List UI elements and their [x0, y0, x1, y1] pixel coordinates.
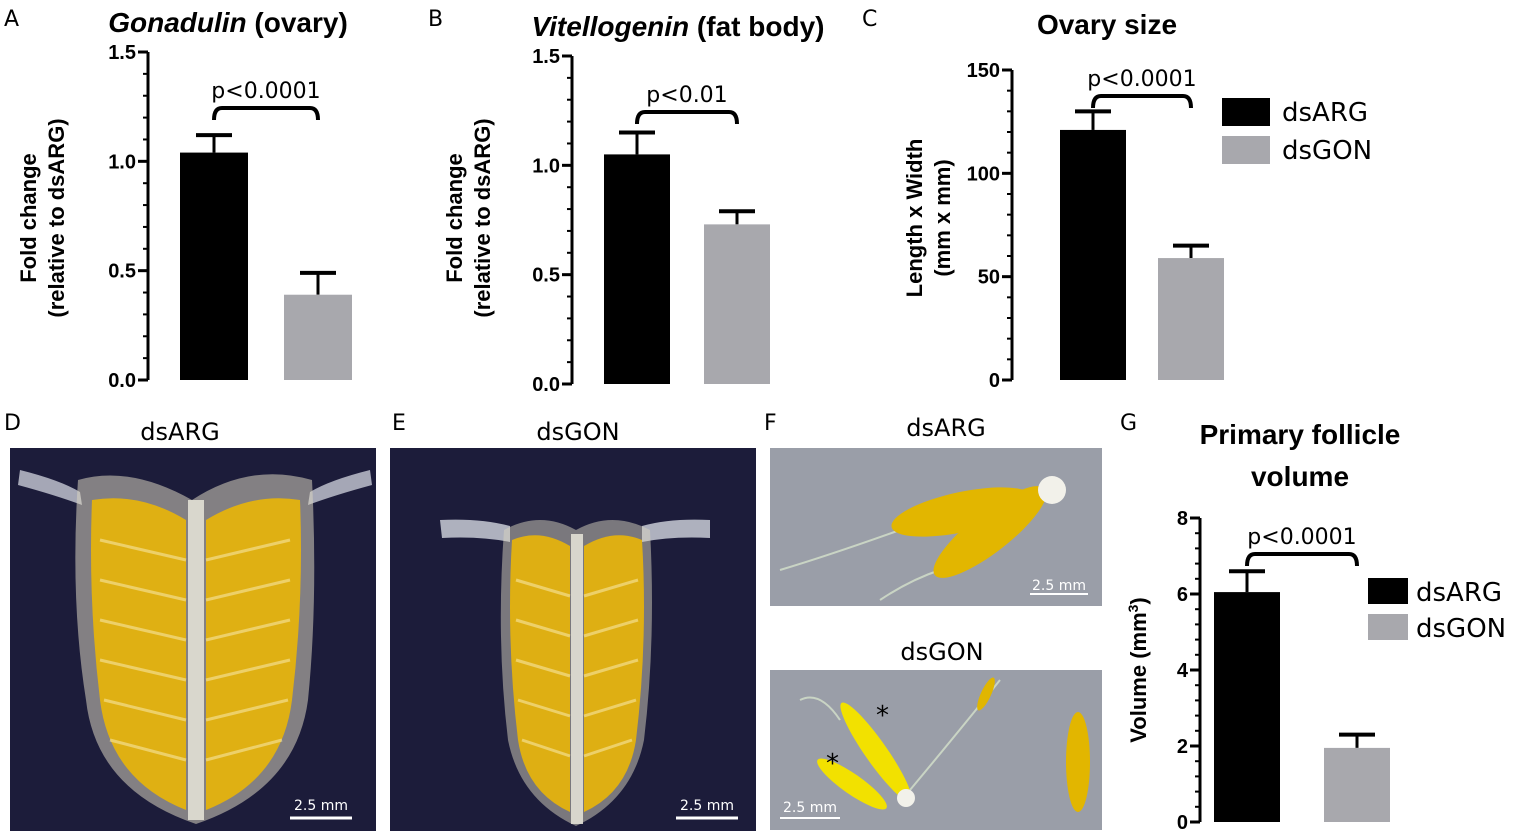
legend-c-label-dsgon: dsGON [1282, 136, 1372, 166]
chart-b-plot: 0.0 0.5 1.0 1.5 p<0.01 [532, 46, 770, 396]
chart-a-title-italic: Gonadulin [108, 7, 246, 38]
chart-c-ytick-label: 150 [967, 60, 1000, 82]
chart-a-ylabel-2: (relative to dsARG) [44, 118, 69, 317]
chart-g-bar-dsarg [1214, 592, 1280, 822]
legend-g-swatch-dsarg [1368, 578, 1408, 604]
chart-g-ytick-label: 8 [1177, 508, 1188, 530]
photo-f-top-follicles-image: 2.5 mm [770, 448, 1102, 606]
photo-d-caption: dsARG [140, 418, 219, 446]
chart-a-title-rest: (ovary) [247, 7, 348, 38]
chart-g-significance-label: p<0.0001 [1247, 525, 1356, 550]
chart-g-title-line2: volume [1251, 461, 1349, 492]
chart-b-bar-dsarg [604, 154, 670, 384]
chart-g-title-line1: Primary follicle [1200, 419, 1401, 450]
chart-b-ytick-label: 1.5 [532, 46, 560, 68]
chart-c-ytick-label: 50 [978, 267, 1000, 289]
panel-letter-e: E [392, 411, 406, 436]
photo-d-scale-label: 2.5 mm [294, 798, 348, 814]
chart-g-ytick-label: 6 [1177, 584, 1188, 606]
chart-c-significance-label: p<0.0001 [1087, 67, 1196, 92]
chart-c-ylabel-2: (mm x mm) [930, 159, 955, 276]
legend-g-label-dsarg: dsARG [1416, 578, 1502, 608]
photo-f-caption-top: dsARG [906, 414, 985, 442]
legend-c-swatch-dsgon [1222, 136, 1270, 164]
photo-f-asterisk-2: * [826, 749, 839, 779]
panel-letter-d: D [4, 411, 21, 436]
legend-c-label-dsarg: dsARG [1282, 98, 1368, 128]
chart-b-significance-label: p<0.01 [646, 83, 727, 108]
chart-c-ytick-label: 0 [989, 370, 1000, 392]
chart-c-bar-dsarg [1060, 129, 1126, 380]
panel-letter-b: B [428, 7, 443, 32]
photo-f-bottom-scale-label: 2.5 mm [783, 800, 837, 816]
chart-a-significance-bracket [212, 106, 320, 121]
photo-f-caption-bottom: dsGON [900, 638, 983, 666]
chart-b-significance-bracket [635, 110, 739, 125]
chart-c-ytick-label: 100 [967, 163, 1000, 185]
chart-b-ytick-label: 1.0 [532, 155, 560, 177]
chart-c-significance-bracket [1091, 94, 1193, 109]
photo-e-caption: dsGON [536, 418, 619, 446]
chart-g-significance-bracket [1245, 552, 1359, 567]
photo-e-scale-label: 2.5 mm [680, 798, 734, 814]
chart-a-ytick-label: 1.0 [108, 151, 136, 173]
panel-letter-f: F [764, 411, 777, 436]
chart-b-title-italic: Vitellogenin [532, 11, 690, 42]
legend-g-label-dsgon: dsGON [1416, 614, 1506, 644]
chart-a-ylabel-1: Fold change [16, 153, 41, 283]
chart-g-ylabel: Volume (mm3) [1125, 597, 1151, 743]
chart-g-ylabel-main: Volume (mm [1126, 612, 1151, 742]
chart-g-ytick-label: 2 [1177, 736, 1188, 758]
photo-f-bottom-follicles-image: * * 2.5 mm [770, 670, 1102, 830]
chart-b-title-rest: (fat body) [689, 11, 824, 42]
photo-f-asterisk-1: * [876, 701, 889, 731]
chart-a-bar-dsarg [180, 152, 248, 380]
chart-a-bar-dsgon [284, 294, 352, 380]
chart-c-plot: 0 50 100 150 p<0.0001 [967, 60, 1224, 392]
photo-e-ovary-image: 2.5 mm [390, 448, 756, 831]
chart-g-ytick-label: 0 [1177, 812, 1188, 833]
legend-c-swatch-dsarg [1222, 98, 1270, 126]
photo-f-top-scale-label: 2.5 mm [1032, 578, 1086, 594]
chart-c-bar-dsgon [1158, 258, 1224, 380]
photo-d-ovary-image: 2.5 mm [10, 448, 376, 831]
chart-b-ytick-label: 0.5 [532, 265, 560, 287]
chart-b-ylabel-1: Fold change [442, 153, 467, 283]
chart-g-plot: 0 2 4 6 8 p<0.0001 [1177, 508, 1390, 833]
chart-a-plot: 0.0 0.5 1.0 1.5 p<0.0001 [108, 42, 352, 392]
chart-a-ytick-label: 0.5 [108, 261, 136, 283]
chart-a-ytick-label: 1.5 [108, 42, 136, 64]
chart-a-ytick-label: 0.0 [108, 370, 136, 392]
chart-b-ytick-label: 0.0 [532, 374, 560, 396]
chart-b-bar-dsgon [704, 224, 770, 384]
chart-a-significance-label: p<0.0001 [211, 79, 320, 104]
panel-letter-c: C [862, 7, 877, 32]
chart-g-ytick-label: 4 [1177, 660, 1189, 682]
chart-a-title: Gonadulin (ovary) [108, 7, 348, 38]
chart-c-title: Ovary size [1037, 9, 1177, 40]
panel-letter-a: A [4, 7, 19, 32]
chart-c-ylabel-1: Length x Width [902, 139, 927, 298]
chart-g-ylabel-end: ) [1126, 597, 1151, 604]
chart-g-bar-dsgon [1324, 747, 1390, 822]
chart-g-ylabel-sup: 3 [1125, 604, 1141, 612]
panel-letter-g: G [1120, 411, 1137, 436]
chart-b-title: Vitellogenin (fat body) [532, 11, 825, 42]
legend-g-swatch-dsgon [1368, 614, 1408, 640]
chart-b-ylabel-2: (relative to dsARG) [470, 118, 495, 317]
